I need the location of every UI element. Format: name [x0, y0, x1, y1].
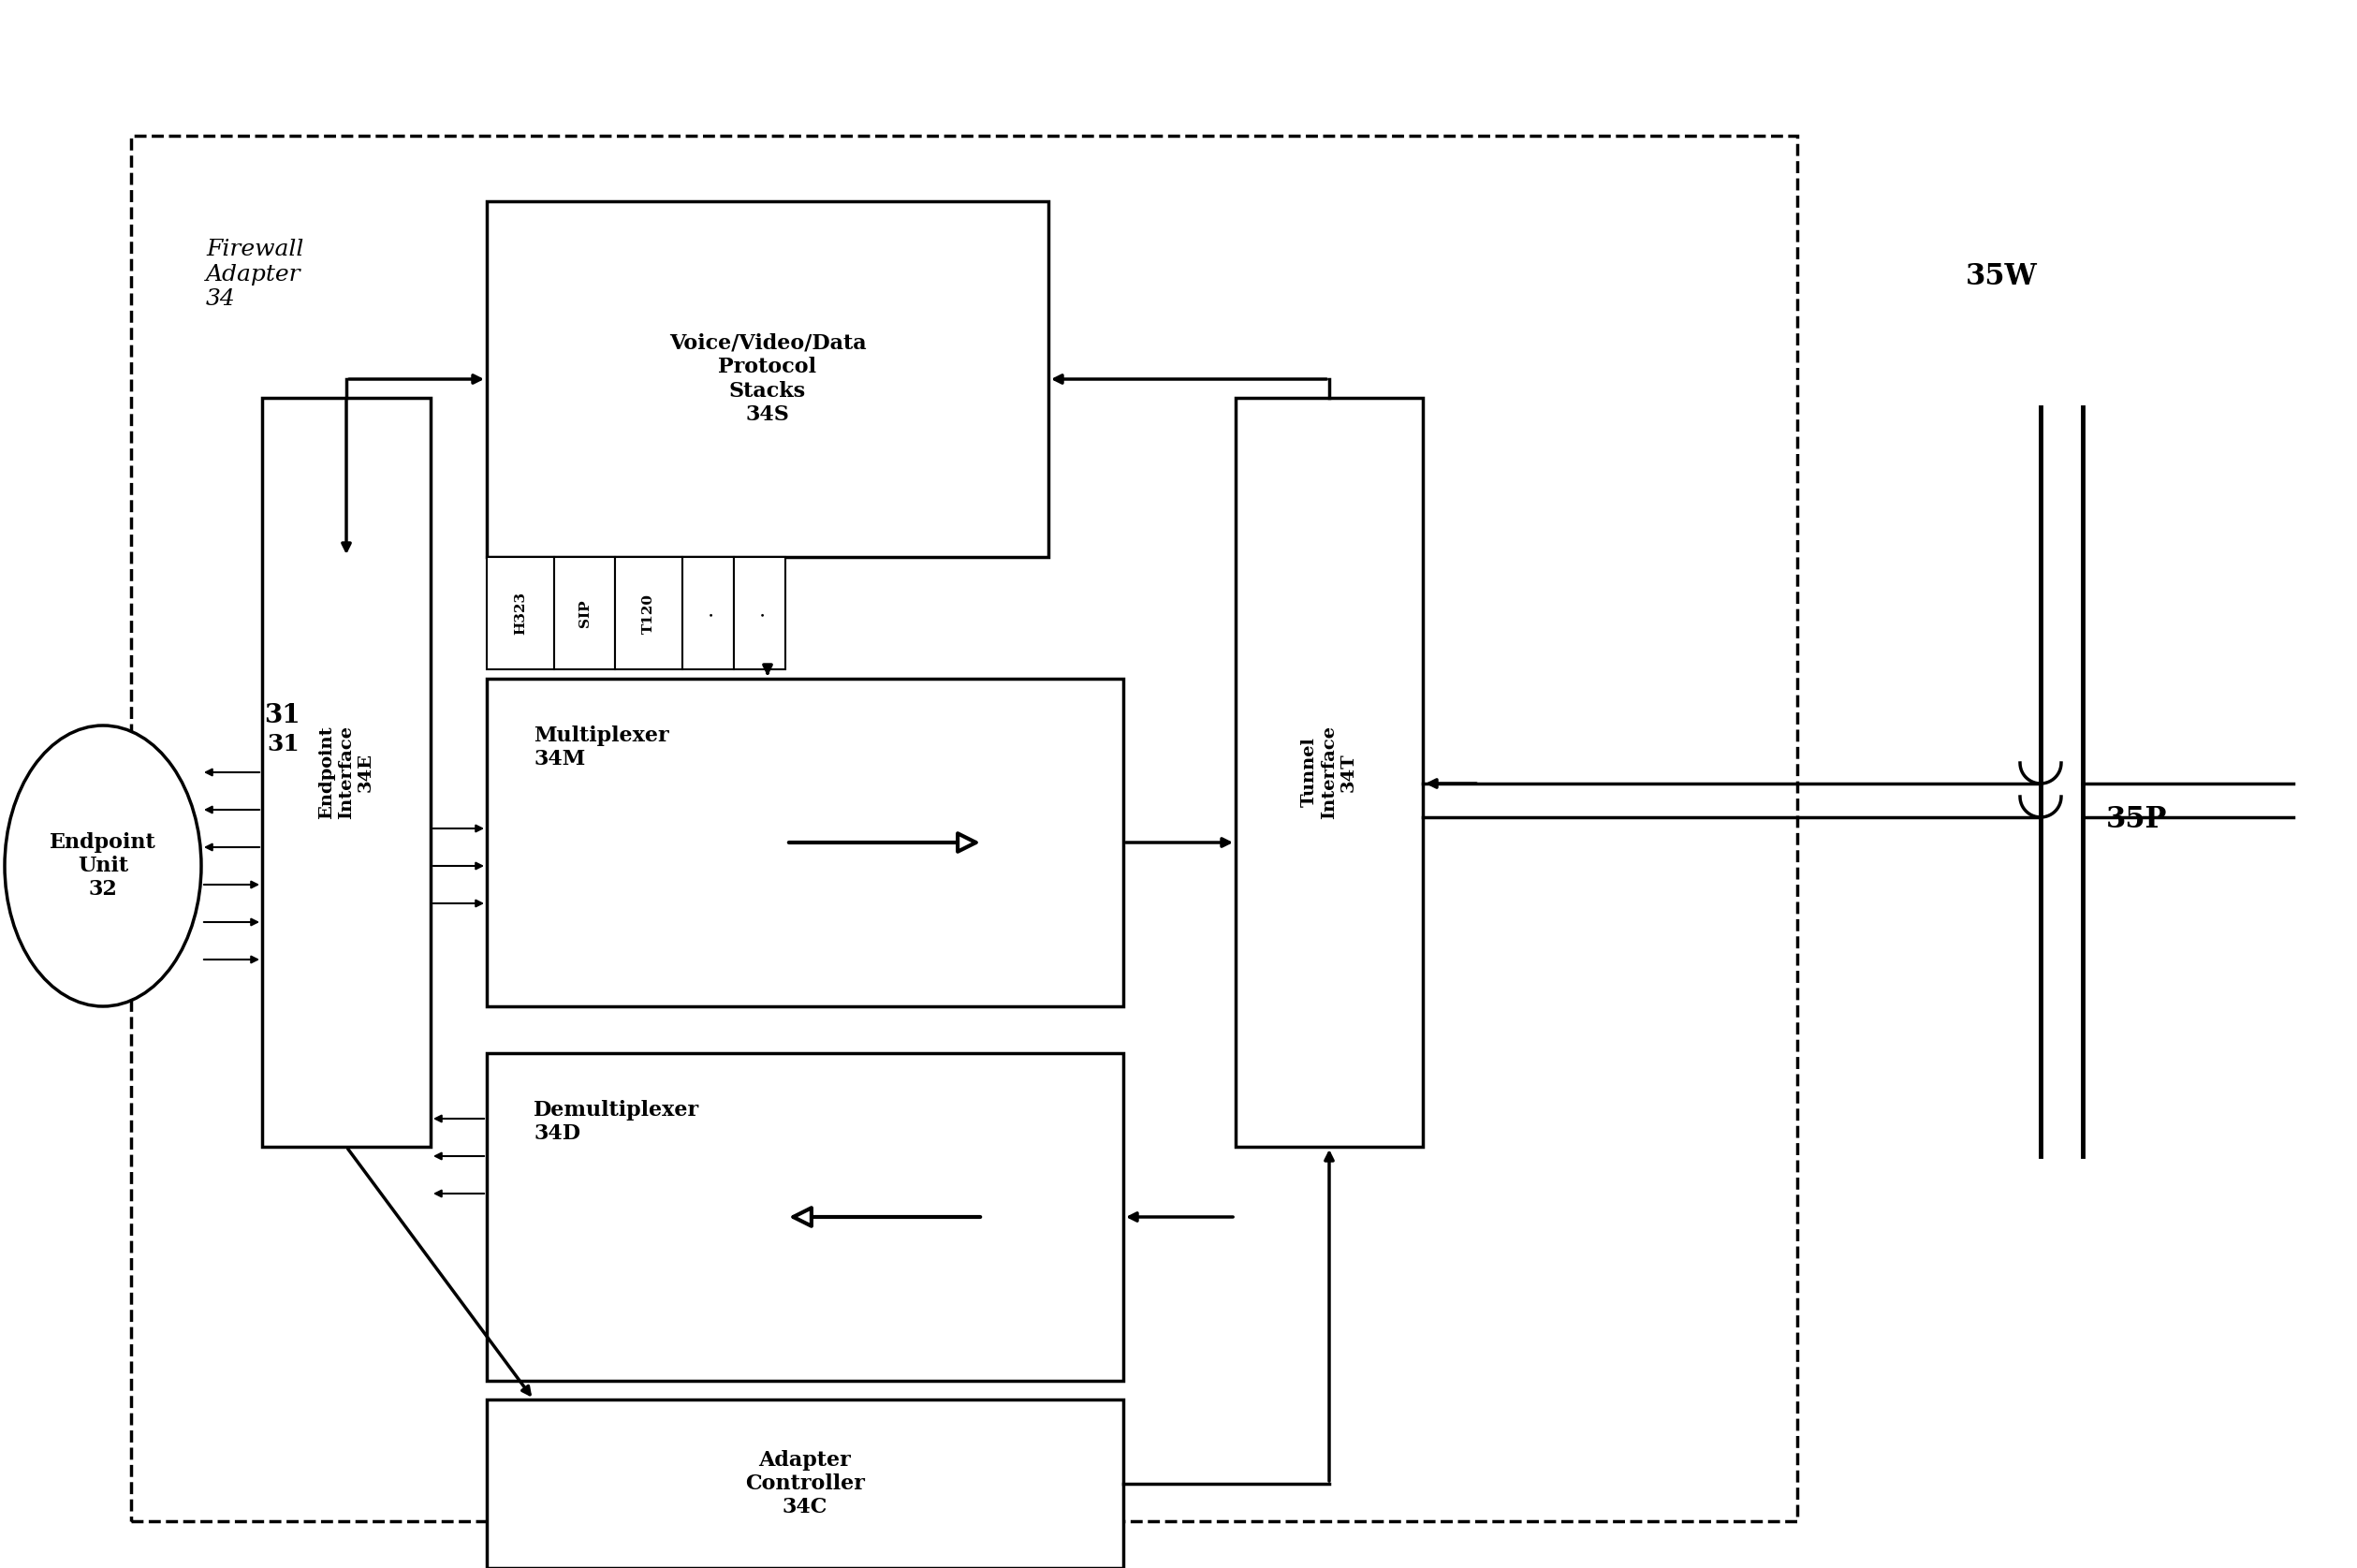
Text: Adapter
Controller
34C: Adapter Controller 34C	[745, 1450, 865, 1518]
Text: Voice/Video/Data
Protocol
Stacks
34S: Voice/Video/Data Protocol Stacks 34S	[669, 332, 865, 425]
Text: T120: T120	[641, 593, 655, 633]
Text: Multiplexer
34M: Multiplexer 34M	[533, 726, 669, 770]
Text: Endpoint
Interface
34E: Endpoint Interface 34E	[318, 726, 375, 818]
Bar	[733, 557, 785, 670]
Text: H323: H323	[514, 591, 528, 635]
Text: 31: 31	[266, 732, 299, 756]
Ellipse shape	[5, 726, 200, 1007]
Bar	[488, 201, 1049, 557]
Text: 35P: 35P	[2107, 804, 2168, 834]
Text: SIP: SIP	[577, 599, 592, 627]
Text: .: .	[702, 610, 714, 616]
Text: Endpoint
Unit
32: Endpoint Unit 32	[49, 833, 156, 900]
Text: 31: 31	[264, 704, 299, 729]
Text: .: .	[752, 610, 766, 616]
Bar	[488, 1400, 1124, 1568]
Bar	[132, 136, 1798, 1521]
Bar	[488, 1054, 1124, 1381]
Bar	[684, 557, 733, 670]
Bar	[262, 398, 431, 1146]
Bar	[1235, 398, 1424, 1146]
Bar	[488, 679, 1124, 1007]
Bar	[554, 557, 615, 670]
Text: Tunnel
Interface
34T: Tunnel Interface 34T	[1301, 726, 1358, 818]
Text: Firewall
Adapter
34: Firewall Adapter 34	[205, 238, 304, 310]
Text: 35W: 35W	[1966, 262, 2036, 290]
Bar	[488, 557, 554, 670]
Bar	[615, 557, 684, 670]
Text: Demultiplexer
34D: Demultiplexer 34D	[533, 1099, 700, 1145]
